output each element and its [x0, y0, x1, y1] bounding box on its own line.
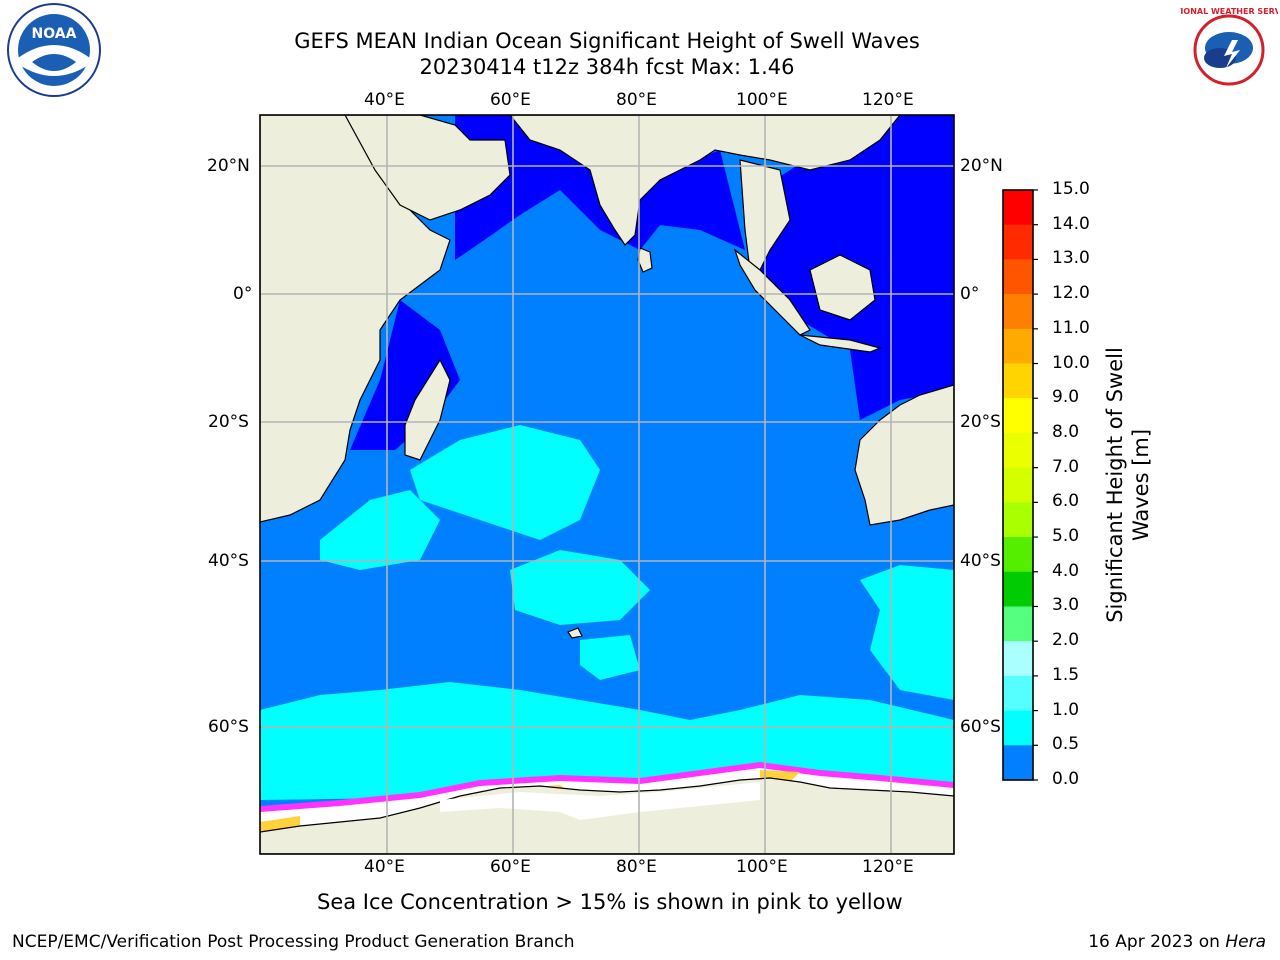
- lon-tick-bottom-80e: 80°E: [616, 857, 657, 877]
- footer-right: 16 Apr 2023 on Hera: [1088, 932, 1266, 952]
- footer-machine: Hera: [1225, 932, 1266, 952]
- lon-tick-top-100e: 100°E: [736, 90, 788, 110]
- lat-tick-right-20n: 20°N: [960, 156, 1003, 176]
- colorbar-frame: [1002, 189, 1034, 781]
- colorbar: [1002, 189, 1038, 781]
- ocean-swell-high-west: [320, 490, 440, 570]
- lat-tick-left-0: 0°: [233, 284, 253, 304]
- lon-tick-bottom-60e: 60°E: [490, 857, 531, 877]
- land-borneo: [809, 254, 876, 321]
- lon-tick-top-120e: 120°E: [862, 90, 914, 110]
- colorbar-tick-label: 4.0: [1052, 560, 1080, 581]
- nws-logo: NATIONAL WEATHER SERVICE: [1163, 2, 1280, 98]
- lat-tick-right-0: 0°: [960, 284, 980, 304]
- colorbar-segment: [1003, 675, 1033, 712]
- noaa-logo-text: NOAA: [32, 26, 77, 42]
- land-kerguelen: [567, 627, 583, 639]
- colorbar-tick-label: 11.0: [1052, 317, 1090, 338]
- ocean-swell-high-midsouth: [510, 550, 650, 625]
- map-grid: [260, 115, 954, 854]
- colorbar-tick-label: 7.0: [1052, 456, 1080, 477]
- map-frame: [259, 114, 955, 855]
- colorbar-segment: [1003, 571, 1033, 607]
- nws-logo-text: NATIONAL WEATHER SERVICE: [1180, 7, 1278, 16]
- colorbar-segment: [1003, 224, 1033, 260]
- lon-tick-bottom-100e: 100°E: [736, 857, 788, 877]
- colorbar-segment: [1003, 710, 1033, 746]
- lat-tick-right-20s: 20°S: [960, 412, 1001, 432]
- lat-tick-left-20n: 20°N: [207, 156, 250, 176]
- lon-tick-bottom-40e: 40°E: [364, 857, 405, 877]
- colorbar-segment: [1003, 745, 1033, 781]
- sea-ice-note: Sea Ice Concentration > 15% is shown in …: [317, 890, 903, 914]
- colorbar-segment: [1003, 328, 1033, 365]
- colorbar-segment: [1003, 432, 1033, 469]
- lon-tick-top-60e: 60°E: [490, 90, 531, 110]
- colorbar-segment: [1003, 537, 1033, 573]
- footer-left: NCEP/EMC/Verification Post Processing Pr…: [12, 932, 575, 952]
- land-india-asia: [509, 115, 901, 246]
- colorbar-segment: [1003, 502, 1033, 538]
- colorbar-segment: [1003, 467, 1033, 503]
- footer-date: 16 Apr 2023 on: [1088, 932, 1226, 952]
- colorbar-tick-label: 10.0: [1052, 352, 1090, 373]
- colorbar-tick-label: 1.5: [1052, 664, 1080, 685]
- lon-tick-top-80e: 80°E: [616, 90, 657, 110]
- nws-logo-icon: NATIONAL WEATHER SERVICE: [1163, 4, 1280, 96]
- colorbar-label-line1: Significant Height of Swell: [1103, 347, 1127, 623]
- colorbar-segment: [1003, 606, 1033, 642]
- colorbar-tick-label: 9.0: [1052, 387, 1080, 408]
- colorbar-label-line2: Waves [m]: [1129, 428, 1153, 542]
- colorbar-segment: [1003, 363, 1033, 399]
- colorbar-segment: [1003, 259, 1033, 295]
- colorbar-tick-label: 12.0: [1052, 283, 1090, 304]
- ocean-swell-high-east: [860, 565, 954, 700]
- colorbar-tick-label: 13.0: [1052, 248, 1090, 269]
- colorbar-segment: [1003, 398, 1033, 434]
- lon-tick-bottom-120e: 120°E: [862, 857, 914, 877]
- ocean-swell-high-central: [410, 425, 600, 540]
- colorbar-tick-label: 6.0: [1052, 491, 1080, 512]
- lat-tick-right-60s: 60°S: [960, 717, 1001, 737]
- lon-tick-top-40e: 40°E: [364, 90, 405, 110]
- colorbar-tick-label: 8.0: [1052, 421, 1080, 442]
- map-subtitle: 20230414 t12z 384h fcst Max: 1.46: [419, 55, 795, 79]
- colorbar-tick-label: 0.0: [1052, 769, 1080, 789]
- map-title: GEFS MEAN Indian Ocean Significant Heigh…: [294, 29, 920, 53]
- colorbar-tick-label: 5.0: [1052, 526, 1080, 547]
- lat-tick-right-40s: 40°S: [960, 551, 1001, 571]
- colorbar-tick-label: 14.0: [1052, 213, 1090, 234]
- land-australia: [854, 384, 954, 526]
- noaa-logo: NOAA: [2, 2, 102, 98]
- colorbar-segment: [1003, 641, 1033, 677]
- colorbar-label: Significant Height of Swell Waves [m]: [1102, 347, 1154, 623]
- colorbar-segment: [1003, 294, 1033, 330]
- colorbar-tick-label: 3.0: [1052, 595, 1080, 616]
- colorbar-segment: [1003, 190, 1033, 226]
- lat-tick-left-40s: 40°S: [208, 551, 249, 571]
- noaa-logo-icon: NOAA: [7, 3, 101, 97]
- land-madagascar: [404, 358, 451, 461]
- colorbar-tick-label: 0.5: [1052, 734, 1080, 755]
- colorbar-tick-label: 2.0: [1052, 630, 1080, 651]
- lat-tick-left-60s: 60°S: [208, 717, 249, 737]
- ocean-swell-high-patch: [580, 635, 640, 680]
- land-java: [799, 334, 882, 353]
- colorbar-tick-label: 15.0: [1052, 179, 1090, 199]
- colorbar-tick-label: 1.0: [1052, 699, 1080, 720]
- land-antarctica-ice-shelf: [440, 782, 760, 820]
- lat-tick-left-20s: 20°S: [208, 412, 249, 432]
